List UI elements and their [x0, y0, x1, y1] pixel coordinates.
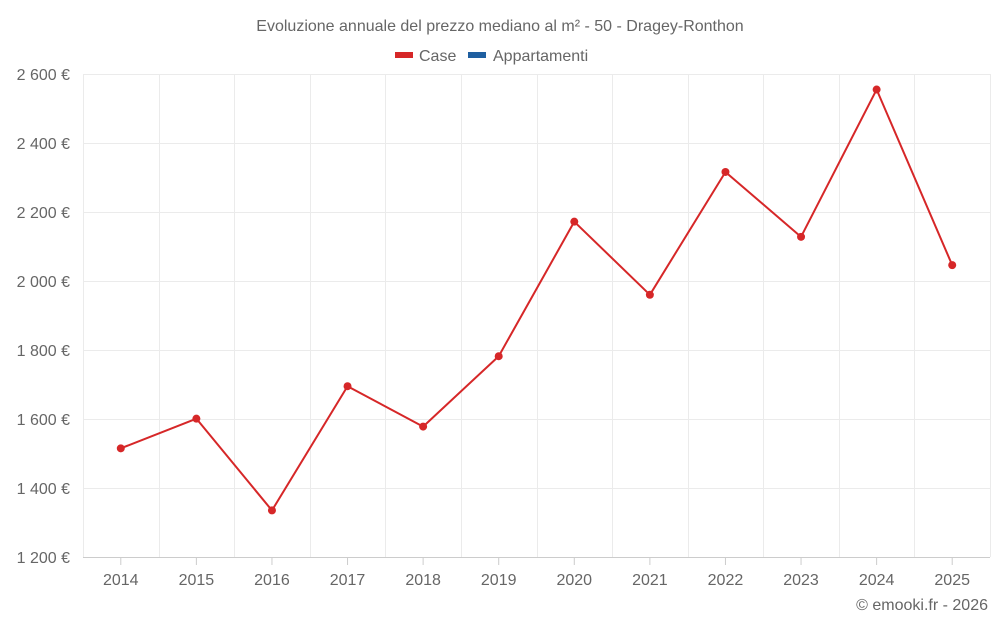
data-point[interactable]	[872, 85, 881, 94]
x-axis: 2014 2015 2016 2017 2018 2019 2020 2021 2022 2023…	[103, 557, 970, 589]
x-tick-label: 2016	[254, 572, 290, 589]
chart-title: Evoluzione annuale del prezzo mediano al…	[256, 18, 743, 35]
x-tick-label: 2025	[934, 572, 970, 589]
data-point[interactable]	[116, 444, 125, 453]
legend-item-case[interactable]: Case	[395, 48, 456, 65]
y-tick-label: 1 800 €	[17, 343, 70, 360]
y-axis: 1 200 € 1 400 € 1 600 € 1 800 € 2 000 € 2 200…	[17, 67, 70, 567]
y-tick-label: 2 600 €	[17, 67, 70, 84]
gridlines	[83, 74, 991, 558]
data-point[interactable]	[948, 261, 957, 270]
data-point[interactable]	[721, 167, 730, 176]
data-point[interactable]	[645, 290, 654, 299]
series-line-case	[120, 88, 954, 512]
x-tick-label: 2019	[481, 572, 517, 589]
x-tick-label: 2014	[103, 572, 139, 589]
y-tick-label: 2 000 €	[17, 274, 70, 291]
legend-label-appartamenti: Appartamenti	[493, 48, 588, 65]
legend-label-case: Case	[419, 48, 456, 65]
legend-swatch-case	[395, 52, 413, 58]
data-point[interactable]	[419, 422, 428, 431]
y-tick-label: 2 200 €	[17, 205, 70, 222]
legend-swatch-appartamenti	[468, 52, 486, 58]
data-point[interactable]	[343, 382, 352, 391]
data-point[interactable]	[797, 232, 806, 241]
x-tick-label: 2024	[859, 572, 895, 589]
data-point[interactable]	[494, 352, 503, 361]
data-point[interactable]	[267, 506, 276, 515]
series-case	[116, 85, 957, 515]
x-tick-label: 2021	[632, 572, 668, 589]
data-point[interactable]	[570, 217, 579, 226]
x-tick-label: 2018	[405, 572, 441, 589]
x-tick-label: 2022	[708, 572, 744, 589]
legend: Case Appartamenti	[395, 48, 588, 65]
x-tick-label: 2015	[179, 572, 215, 589]
y-tick-label: 2 400 €	[17, 136, 70, 153]
y-tick-label: 1 600 €	[17, 412, 70, 429]
x-tick-label: 2020	[556, 572, 592, 589]
x-tick-label: 2017	[330, 572, 366, 589]
x-tick-label: 2023	[783, 572, 819, 589]
y-tick-label: 1 400 €	[17, 481, 70, 498]
legend-item-appartamenti[interactable]: Appartamenti	[468, 48, 588, 65]
data-point[interactable]	[192, 414, 201, 423]
y-tick-label: 1 200 €	[17, 550, 70, 567]
credit-text: © emooki.fr - 2026	[856, 597, 988, 614]
